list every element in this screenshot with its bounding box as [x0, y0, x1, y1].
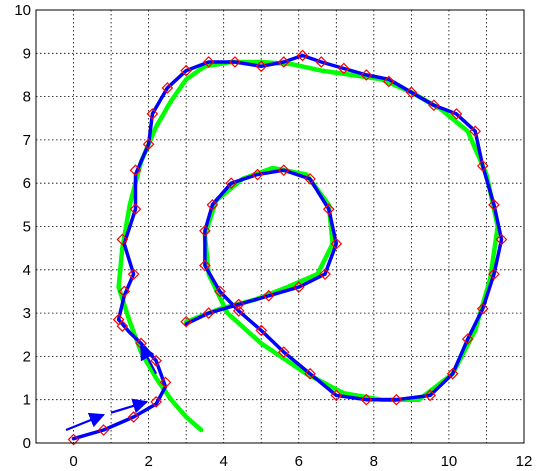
y-tick-label: 6 [23, 175, 31, 192]
y-tick-label: 4 [23, 262, 31, 279]
diamond-marker [360, 393, 373, 406]
x-tick-label: 4 [220, 453, 228, 470]
diamond-marker [296, 49, 309, 62]
diamond-marker [129, 203, 142, 216]
diamond-marker [488, 268, 500, 280]
diamond-marker [322, 203, 335, 216]
series-layer [67, 49, 508, 446]
diamond-marker [214, 285, 226, 298]
diamond-marker [159, 376, 172, 389]
y-tick-label: 10 [14, 2, 31, 19]
diamond-marker [390, 393, 403, 406]
diamond-marker [304, 367, 316, 380]
diamond-marker [225, 177, 238, 190]
diamond-marker [199, 259, 211, 272]
direction-arrow [65, 412, 105, 432]
diamond-marker [277, 164, 290, 177]
diamond-marker [97, 424, 110, 436]
series-2-markers [67, 49, 508, 446]
diamond-marker [112, 313, 125, 326]
grid [36, 10, 524, 443]
diamond-marker [424, 389, 437, 402]
x-tick-label: 6 [295, 453, 303, 470]
diamond-marker [127, 411, 140, 423]
diamond-marker [262, 289, 275, 302]
diamond-marker [277, 346, 290, 358]
diamond-marker [476, 302, 489, 315]
diamond-marker [315, 56, 328, 68]
diamond-marker [277, 56, 290, 68]
diamond-marker [202, 56, 215, 68]
diamond-marker [180, 315, 193, 328]
plot-area-frame [35, 9, 525, 444]
x-tick-label: 0 [69, 453, 77, 470]
diamond-marker [330, 237, 343, 250]
x-tick-label: 8 [370, 453, 378, 470]
diamond-marker [383, 75, 395, 88]
diamond-marker [461, 333, 474, 345]
x-tick-label: 10 [441, 453, 458, 470]
diamond-marker [255, 324, 268, 337]
y-tick-label: 1 [23, 392, 31, 409]
y-tick-label: 2 [23, 348, 31, 365]
diamond-marker [446, 367, 459, 380]
diamond-marker [304, 173, 316, 185]
x-tick-label: 2 [144, 453, 152, 470]
diamond-marker [495, 233, 508, 246]
diamond-marker [469, 125, 482, 138]
diamond-marker [360, 69, 373, 81]
diamond-marker [142, 138, 155, 151]
diamond-marker [206, 199, 219, 211]
diamond-marker [255, 60, 268, 73]
annotation-layer [65, 344, 158, 432]
diamond-marker [488, 199, 500, 211]
y-tick-label: 9 [23, 45, 31, 62]
y-tick-label: 7 [23, 132, 31, 149]
y-tick-label: 0 [23, 435, 31, 452]
x-tick-label: 12 [516, 453, 533, 470]
diamond-marker [405, 86, 418, 99]
diamond-marker [292, 281, 305, 293]
diamond-marker [428, 99, 440, 112]
diamond-marker [180, 64, 193, 77]
diamond-marker [150, 396, 162, 408]
diamond-marker [232, 305, 245, 317]
diamond-marker [146, 108, 159, 120]
diamond-marker [161, 82, 174, 94]
y-tick-label: 3 [23, 305, 31, 322]
diamond-marker [232, 298, 245, 311]
diamond-marker [67, 433, 80, 446]
diamond-marker [251, 168, 264, 181]
diamond-marker [202, 307, 215, 319]
diamond-marker [476, 160, 489, 172]
y-tick-label: 8 [23, 89, 31, 106]
direction-arrow [140, 344, 158, 375]
y-tick-label: 5 [23, 219, 31, 236]
direction-arrow [110, 398, 149, 414]
diamond-marker [127, 268, 140, 280]
diamond-marker [229, 56, 241, 68]
diamond-marker [116, 233, 129, 246]
diamond-marker [337, 62, 350, 75]
diamond-marker [319, 268, 331, 280]
diamond-marker [450, 108, 463, 120]
diamond-marker [118, 285, 131, 298]
diamond-marker [199, 224, 211, 237]
diamond-marker [330, 389, 343, 402]
diamond-marker [129, 164, 142, 177]
